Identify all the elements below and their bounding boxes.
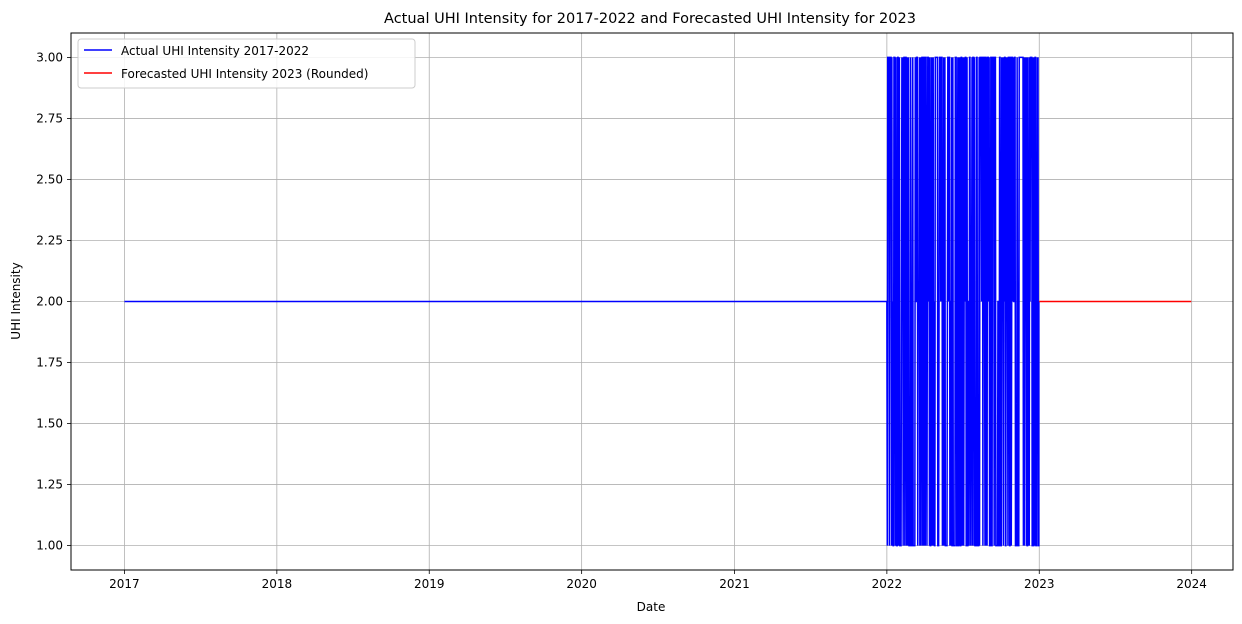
y-tick-label: 2.00 <box>36 295 63 309</box>
y-tick-label: 2.25 <box>36 233 63 247</box>
y-tick-label: 2.50 <box>36 172 63 186</box>
chart-title: Actual UHI Intensity for 2017-2022 and F… <box>384 11 916 27</box>
legend-label-actual: Actual UHI Intensity 2017-2022 <box>121 44 309 58</box>
legend: Actual UHI Intensity 2017-2022 Forecaste… <box>77 38 416 89</box>
y-tick-label: 1.25 <box>36 478 63 492</box>
x-tick-label: 2022 <box>872 577 903 591</box>
x-tick-label: 2020 <box>566 577 597 591</box>
series-line-actual <box>124 56 1040 547</box>
legend-label-forecast: Forecasted UHI Intensity 2023 (Rounded) <box>121 67 368 81</box>
y-tick-label: 1.75 <box>36 356 63 370</box>
x-axis-label: Date <box>637 600 666 614</box>
x-tick-label: 2024 <box>1176 577 1207 591</box>
x-tick-label: 2017 <box>109 577 140 591</box>
legend-box <box>77 38 416 89</box>
x-tick-label: 2019 <box>414 577 445 591</box>
x-axis: 2017 2018 2019 2020 2021 2022 2023 2024 <box>109 570 1207 591</box>
x-tick-label: 2018 <box>262 577 293 591</box>
y-tick-label: 1.00 <box>36 539 63 553</box>
y-tick-label: 1.50 <box>36 417 63 431</box>
y-axis-label: UHI Intensity <box>9 262 23 339</box>
y-tick-label: 3.00 <box>36 50 63 64</box>
plot-area <box>124 56 1192 547</box>
x-tick-label: 2021 <box>719 577 750 591</box>
x-tick-label: 2023 <box>1024 577 1055 591</box>
y-axis: 1.00 1.25 1.50 1.75 2.00 2.25 2.50 2.75 3.00 <box>36 50 71 553</box>
y-tick-label: 2.75 <box>36 111 63 125</box>
